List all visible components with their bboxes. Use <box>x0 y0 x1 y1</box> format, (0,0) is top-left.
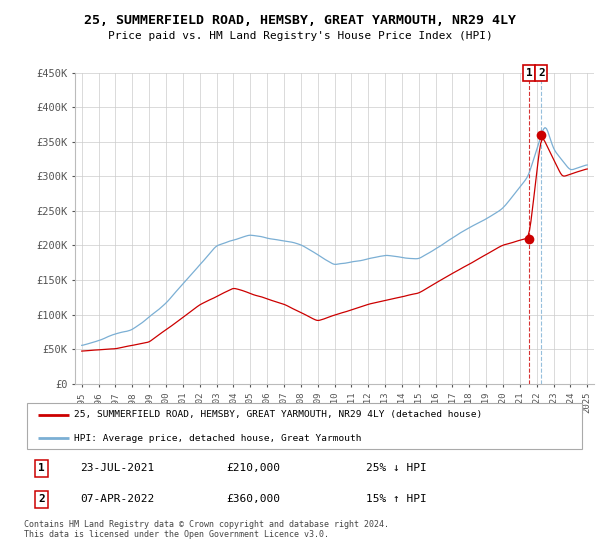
Text: 07-APR-2022: 07-APR-2022 <box>80 494 154 505</box>
Text: 23-JUL-2021: 23-JUL-2021 <box>80 463 154 473</box>
Text: 15% ↑ HPI: 15% ↑ HPI <box>366 494 427 505</box>
FancyBboxPatch shape <box>27 403 582 449</box>
Text: 2: 2 <box>38 494 45 505</box>
Text: HPI: Average price, detached house, Great Yarmouth: HPI: Average price, detached house, Grea… <box>74 434 362 443</box>
Text: 25, SUMMERFIELD ROAD, HEMSBY, GREAT YARMOUTH, NR29 4LY: 25, SUMMERFIELD ROAD, HEMSBY, GREAT YARM… <box>84 14 516 27</box>
Text: Price paid vs. HM Land Registry's House Price Index (HPI): Price paid vs. HM Land Registry's House … <box>107 31 493 41</box>
Text: £360,000: £360,000 <box>226 494 280 505</box>
Text: 2: 2 <box>538 68 545 78</box>
Text: Contains HM Land Registry data © Crown copyright and database right 2024.
This d: Contains HM Land Registry data © Crown c… <box>24 520 389 539</box>
Text: 25% ↓ HPI: 25% ↓ HPI <box>366 463 427 473</box>
Text: £210,000: £210,000 <box>226 463 280 473</box>
Text: 1: 1 <box>526 68 533 78</box>
Text: 25, SUMMERFIELD ROAD, HEMSBY, GREAT YARMOUTH, NR29 4LY (detached house): 25, SUMMERFIELD ROAD, HEMSBY, GREAT YARM… <box>74 410 483 419</box>
Text: 1: 1 <box>38 463 45 473</box>
